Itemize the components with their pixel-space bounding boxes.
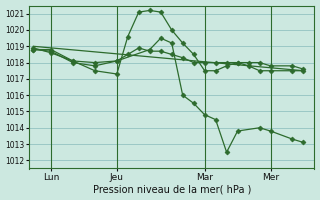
- X-axis label: Pression niveau de la mer( hPa ): Pression niveau de la mer( hPa ): [92, 184, 251, 194]
